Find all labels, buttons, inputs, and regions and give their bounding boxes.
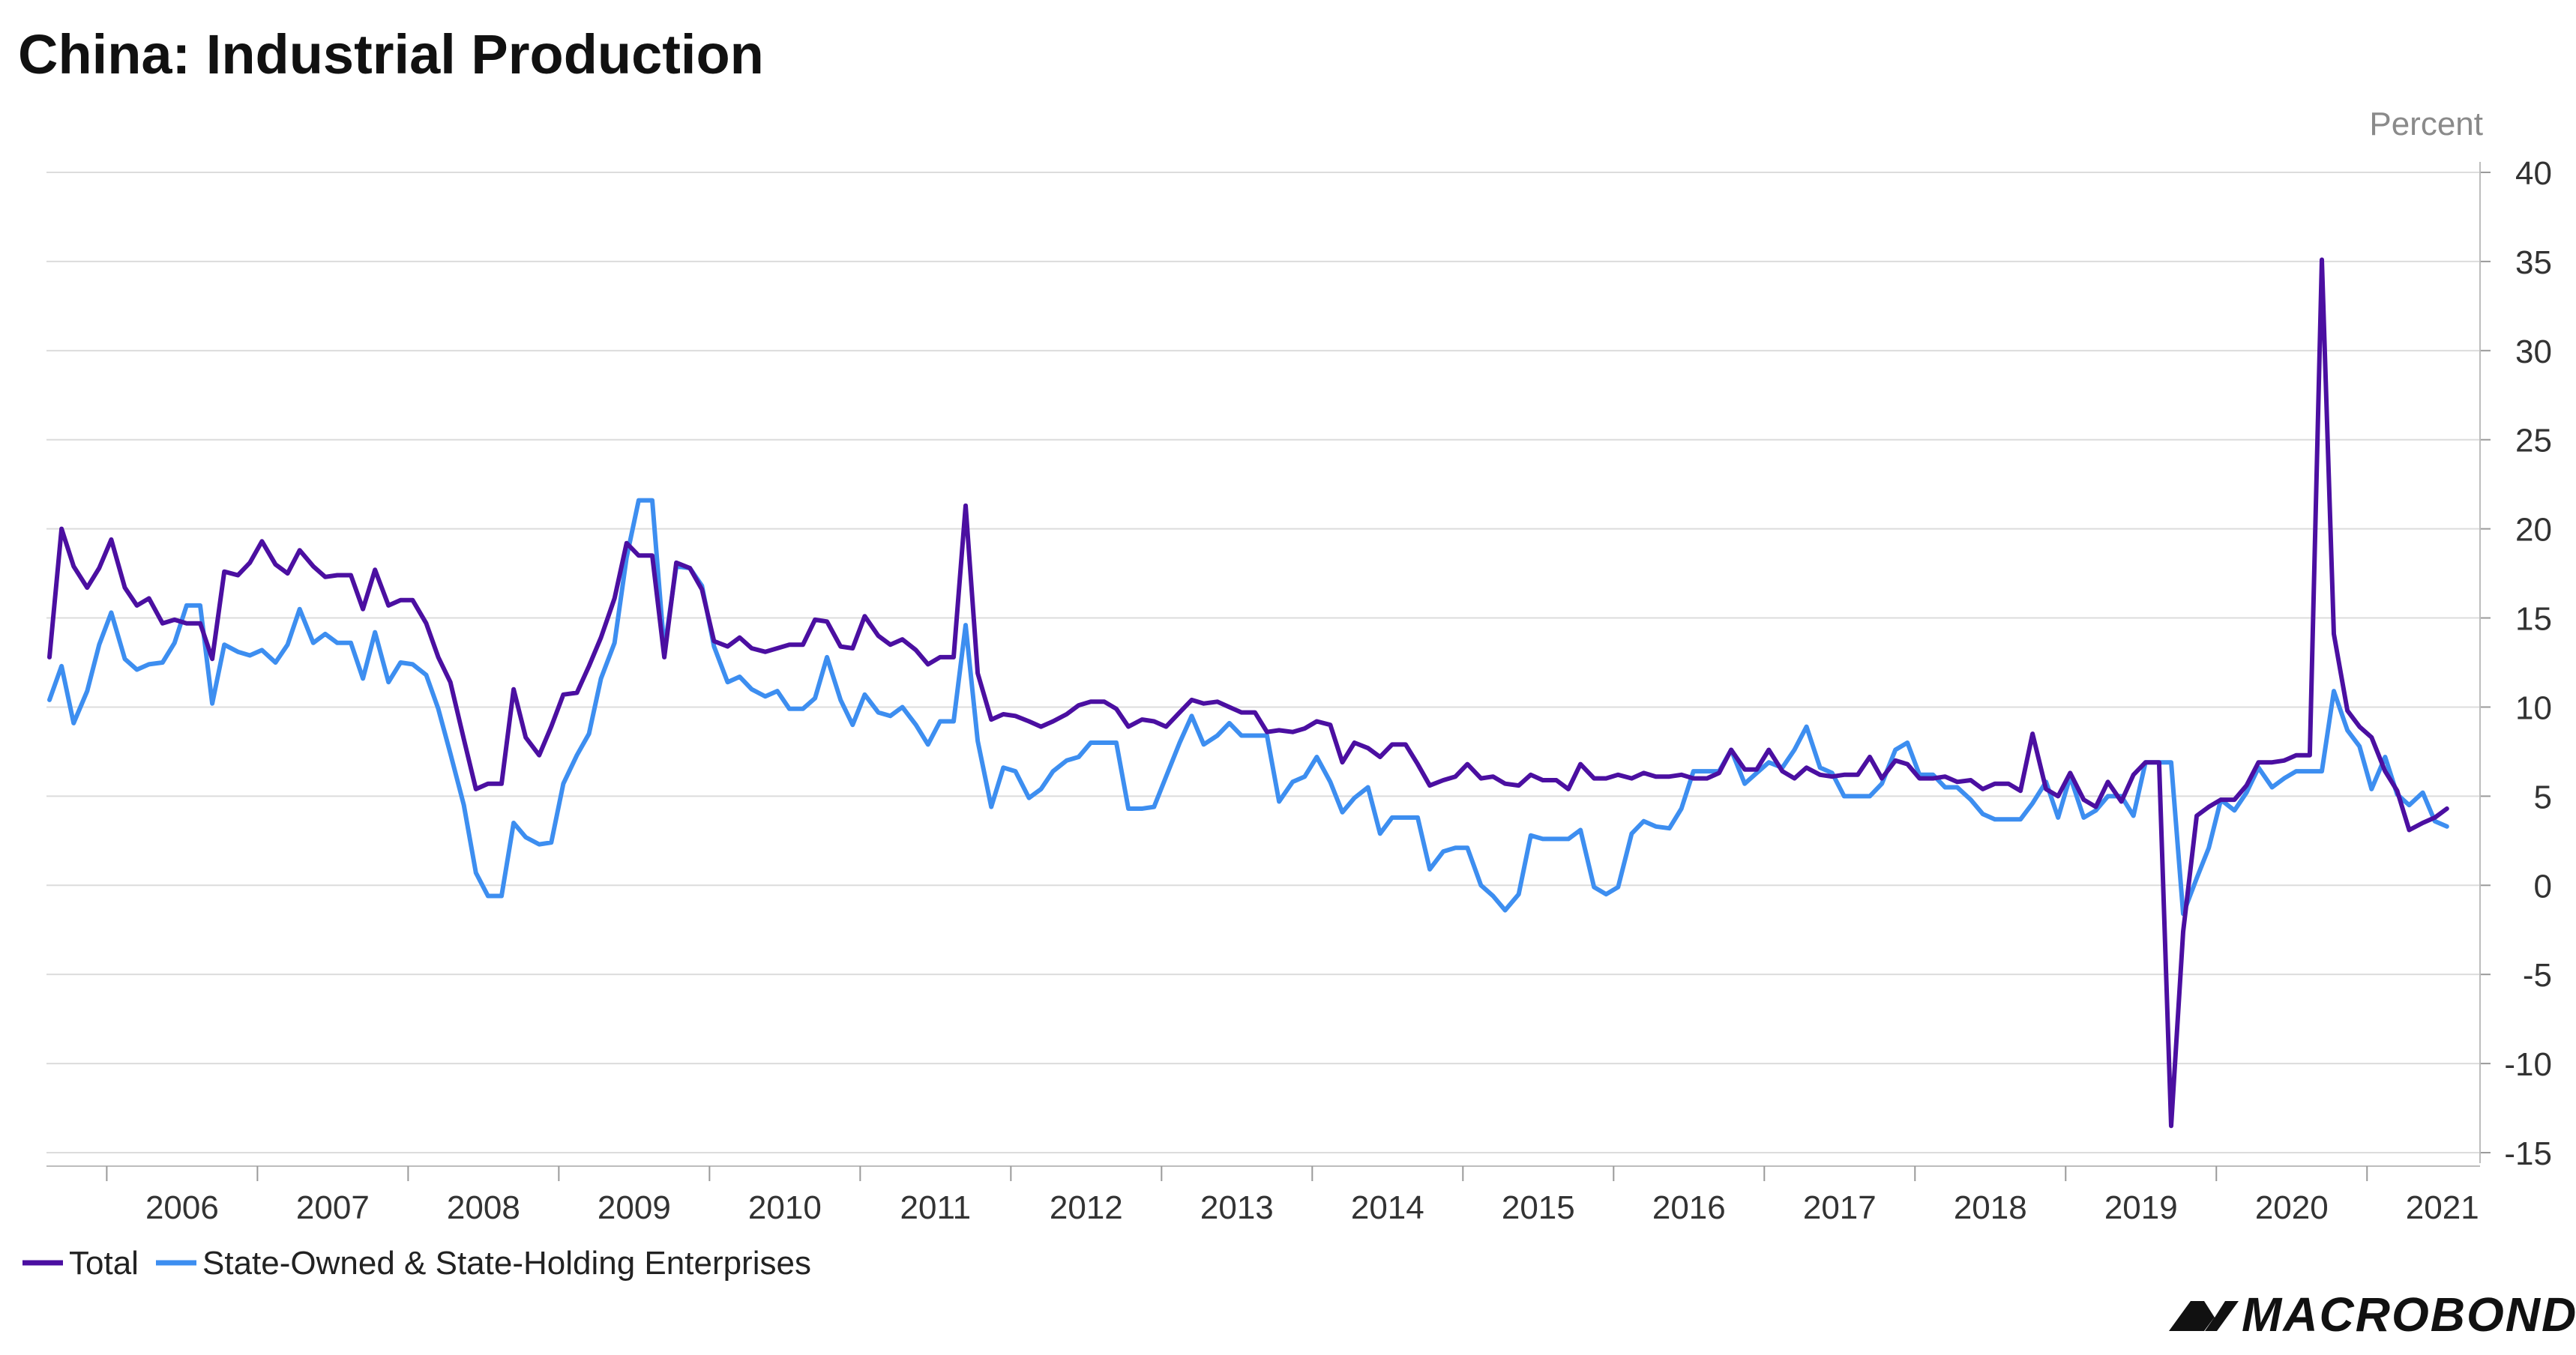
y-tick-label: 10 [2515, 689, 2552, 726]
legend-item-total: Total [22, 1245, 139, 1282]
legend-label-total: Total [69, 1245, 139, 1282]
x-tick-label: 2017 [1803, 1189, 1877, 1226]
x-tick-label: 2018 [1954, 1189, 2027, 1226]
x-tick-label: 2014 [1351, 1189, 1424, 1226]
x-tick-label: 2015 [1502, 1189, 1575, 1226]
y-tick-label: 30 [2515, 334, 2552, 370]
y-tick-label: 5 [2534, 779, 2552, 815]
brand-mark-icon [2169, 1301, 2239, 1331]
unit-label: Percent [2369, 106, 2483, 142]
grid-lines [46, 172, 2480, 1153]
legend-item-soe: State-Owned & State-Holding Enterprises [156, 1245, 811, 1282]
x-tick-label: 2010 [748, 1189, 822, 1226]
x-tick-label: 2013 [1200, 1189, 1274, 1226]
y-tick-label: -5 [2523, 957, 2552, 994]
chart-title: China: Industrial Production [18, 23, 764, 85]
y-tick-label: 35 [2515, 244, 2552, 281]
y-tick-label: 20 [2515, 512, 2552, 549]
x-tick-label: 2007 [296, 1189, 370, 1226]
x-tick-label: 2019 [2104, 1189, 2178, 1226]
series-line-total [47, 257, 2449, 1129]
x-tick-label: 2020 [2255, 1189, 2329, 1226]
y-axis-ticks: 40 35 30 25 20 15 10 5 0 -5 -10 -15 [2479, 155, 2552, 1172]
x-tick-label: 2021 [2406, 1189, 2479, 1226]
y-tick-label: -15 [2504, 1135, 2552, 1172]
x-tick-label: 2011 [900, 1189, 972, 1226]
x-tick-label: 2008 [447, 1189, 520, 1226]
y-tick-label: 15 [2515, 601, 2552, 638]
y-tick-label: 40 [2515, 155, 2552, 192]
y-tick-label: 0 [2534, 868, 2552, 905]
brand-logo: MACROBOND [2169, 1288, 2576, 1342]
legend-label-soe: State-Owned & State-Holding Enterprises [202, 1245, 811, 1282]
y-tick-label: 25 [2515, 423, 2552, 459]
brand-name: MACROBOND [2242, 1288, 2576, 1342]
series-lines [47, 257, 2449, 1129]
legend: Total State-Owned & State-Holding Enterp… [22, 1245, 811, 1282]
x-axis-ticks: 2006 2007 2008 2009 2010 2011 2012 2013 2014 2015… [46, 1165, 2480, 1226]
x-tick-label: 2006 [145, 1189, 219, 1226]
x-tick-label: 2012 [1050, 1189, 1123, 1226]
x-tick-label: 2009 [598, 1189, 671, 1226]
x-tick-label: 2016 [1652, 1189, 1726, 1226]
y-tick-label: -10 [2504, 1046, 2552, 1083]
